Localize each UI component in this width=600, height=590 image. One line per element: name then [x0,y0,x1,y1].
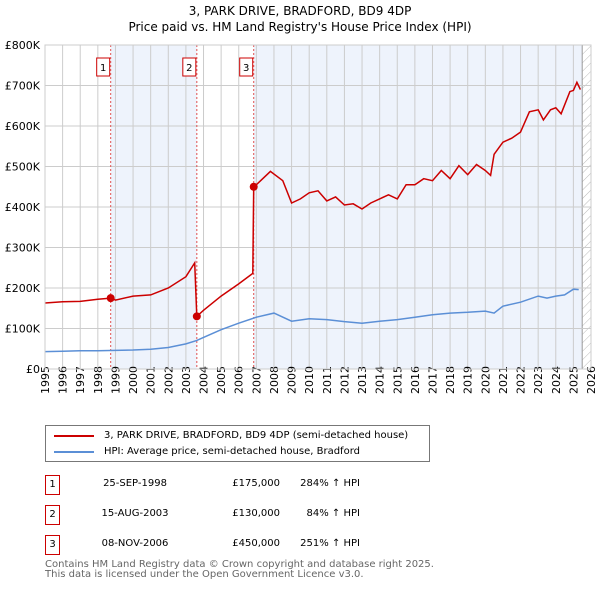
x-tick-label: 2023 [532,366,545,394]
chart-title: 3, PARK DRIVE, BRADFORD, BD9 4DP [188,4,412,18]
sale-price: £175,000 [232,478,280,489]
footer-line-1: Contains HM Land Registry data © Crown c… [45,559,434,570]
x-tick-label: 2006 [233,366,246,394]
sale-marker-number: 2 [186,63,192,74]
sale-row: 2 15-AUG-2003 £130,000 84% ↑ HPI [45,505,445,525]
x-tick-label: 2013 [356,366,369,394]
footer: Contains HM Land Registry data © Crown c… [45,560,434,580]
x-tick-label: 2015 [391,366,404,394]
footer-line-2: This data is licensed under the Open Gov… [45,569,364,580]
sale-row: 1 25-SEP-1998 £175,000 284% ↑ HPI [45,475,445,495]
x-tick-label: 2011 [321,366,334,394]
legend: 3, PARK DRIVE, BRADFORD, BD9 4DP (semi-d… [45,425,430,462]
y-tick-label: £600K [5,120,41,133]
sale-point [192,312,201,321]
legend-property: 3, PARK DRIVE, BRADFORD, BD9 4DP (semi-d… [104,430,409,441]
price-chart: 1995 1996 1997 1998 1999 2000 2001 2002 2003 2004… [5,39,598,394]
x-tick-label: 2012 [338,366,351,394]
sale-marker-label: 3 [45,535,60,555]
sale-marker-box [96,57,111,77]
x-tick-label: 2014 [374,366,387,394]
y-tick-label: £700K [5,80,41,93]
x-tick-label: 2020 [479,366,492,394]
sale-row: 3 08-NOV-2006 £450,000 251% ↑ HPI [45,535,445,555]
sale-marker-label: 2 [45,505,60,525]
y-tick-label: £800K [5,39,41,52]
x-tick-label: 2018 [444,366,457,394]
x-tick-label: 2000 [127,366,140,394]
x-tick-label: 2017 [426,366,439,394]
sale-date: 08-NOV-2006 [101,538,169,549]
y-tick-label: £400K [5,201,41,214]
x-tick-label: 1997 [74,366,87,394]
x-tick-label: 2005 [215,366,228,394]
x-tick-label: 2024 [550,366,563,394]
sale-date: 15-AUG-2003 [101,508,169,519]
x-tick-label: 2001 [145,366,158,394]
y-tick-label: £200K [5,282,41,295]
y-tick-label: £0 [26,363,40,376]
y-tick-label: £100K [5,323,41,336]
x-tick-label: 2021 [497,366,510,394]
legend-red-line [54,434,94,437]
sale-point [249,182,258,191]
x-tick-label: 2004 [198,366,211,394]
plot-border [44,44,592,370]
x-tick-label: 2026 [585,366,598,394]
hpi-line [44,288,579,353]
legend-hpi: HPI: Average price, semi-detached house,… [104,446,360,457]
x-tick-label: 1996 [57,366,70,394]
sale-date: 25-SEP-1998 [103,478,167,489]
x-tick-label: 2009 [286,366,299,394]
sale-marker-number: 1 [100,63,106,74]
sale-price: £450,000 [232,538,280,549]
x-tick-label: 1998 [92,366,105,394]
sale-point [106,294,115,303]
legend-blue-line [54,450,94,453]
property-line [44,80,582,319]
sale-hpi: 84% ↑ HPI [306,508,360,519]
sale-marker-label: 1 [45,475,60,495]
x-tick-label: 1995 [39,366,52,394]
x-tick-label: 2010 [303,366,316,394]
y-tick-label: £300K [5,242,41,255]
x-tick-label: 2008 [268,366,281,394]
x-tick-label: 2002 [162,366,175,394]
sale-marker-box [182,57,197,77]
x-tick-label: 2016 [409,366,422,394]
x-tick-label: 2025 [567,366,580,394]
y-tick-label: £500K [5,161,41,174]
x-tick-label: 1999 [109,366,122,394]
x-tick-label: 2003 [180,366,193,394]
sale-hpi: 284% ↑ HPI [300,478,360,489]
sale-marker-box [239,57,254,77]
x-tick-label: 2019 [462,366,475,394]
x-tick-label: 2022 [515,366,528,394]
sale-hpi: 251% ↑ HPI [300,538,360,549]
x-tick-label: 2007 [250,366,263,394]
sale-price: £130,000 [232,508,280,519]
sale-marker-number: 3 [243,63,249,74]
chart-subtitle: Price paid vs. HM Land Registry's House … [128,20,472,34]
